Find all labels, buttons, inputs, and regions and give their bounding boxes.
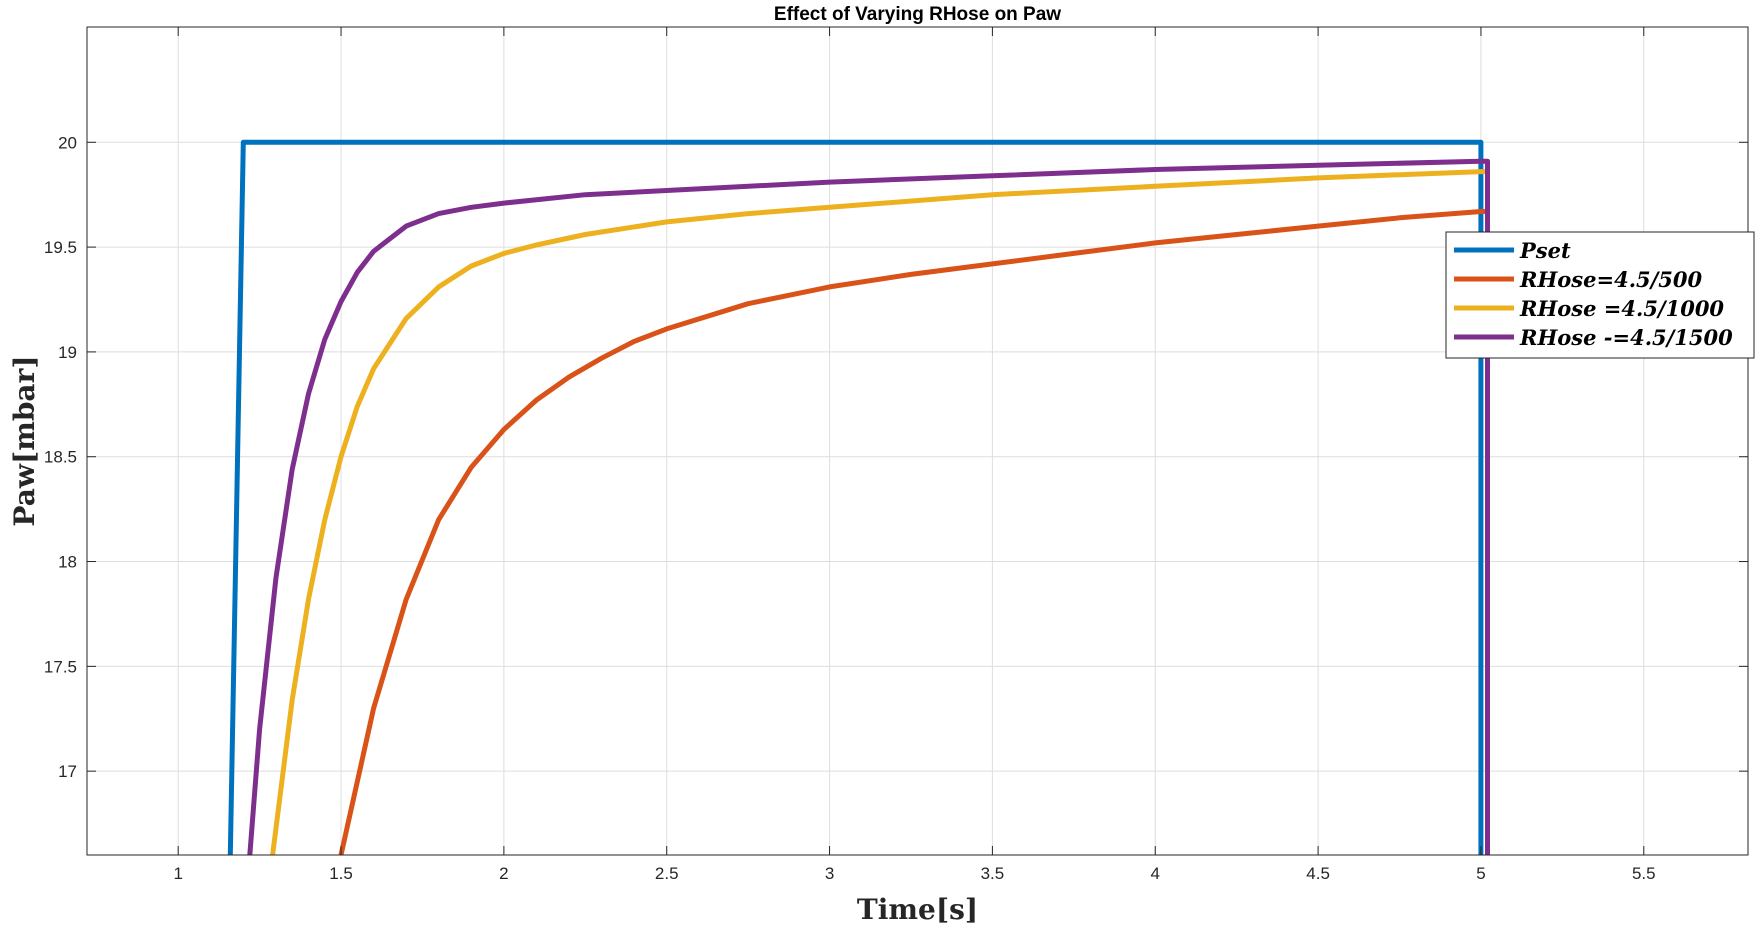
y-tick-label: 17.5	[44, 657, 77, 676]
ticks: 1 1.5 2 2.5 3 3.5 4 4.5 5 5.5 17 17.5 18 18.5 19 19.5 20	[44, 27, 1748, 883]
series-line-3	[270, 169, 1490, 855]
legend-label: RHose=4.5/500	[1519, 267, 1703, 292]
series-layer	[227, 139, 1490, 855]
plot-area	[87, 27, 1748, 855]
y-tick-label: 18.5	[44, 448, 77, 467]
x-tick-label: 2.5	[655, 864, 679, 883]
x-axis-label: Time[s]	[857, 893, 978, 926]
y-tick-label: 20	[58, 133, 77, 152]
x-tick-label: 1.5	[329, 864, 353, 883]
chart-title: Effect of Varying RHose on Paw	[774, 4, 1061, 25]
x-tick-label: 5	[1476, 864, 1485, 883]
x-tick-label: 3	[825, 864, 834, 883]
x-tick-label: 4.5	[1306, 864, 1330, 883]
x-tick-label: 4	[1151, 864, 1160, 883]
y-tick-label: 19.5	[44, 238, 77, 257]
x-tick-label: 3.5	[981, 864, 1005, 883]
legend-label: RHose =4.5/1000	[1519, 296, 1724, 321]
y-tick-label: 17	[58, 762, 77, 781]
legend-label: Pset	[1519, 238, 1571, 263]
x-tick-label: 5.5	[1632, 864, 1656, 883]
axes-box	[86, 26, 1749, 856]
y-axis-label: Paw[mbar]	[8, 355, 41, 526]
series-line-1	[227, 139, 1484, 855]
series-line-4	[247, 158, 1490, 855]
x-tick-label: 2	[499, 864, 508, 883]
legend: Pset RHose=4.5/500 RHose =4.5/1000 RHose -=…	[1445, 231, 1755, 359]
legend-label: RHose -=4.5/1500	[1519, 325, 1733, 350]
y-tick-label: 19	[58, 343, 77, 362]
series-line-2	[338, 209, 1490, 855]
x-tick-label: 1	[173, 864, 182, 883]
y-tick-label: 18	[58, 553, 77, 572]
